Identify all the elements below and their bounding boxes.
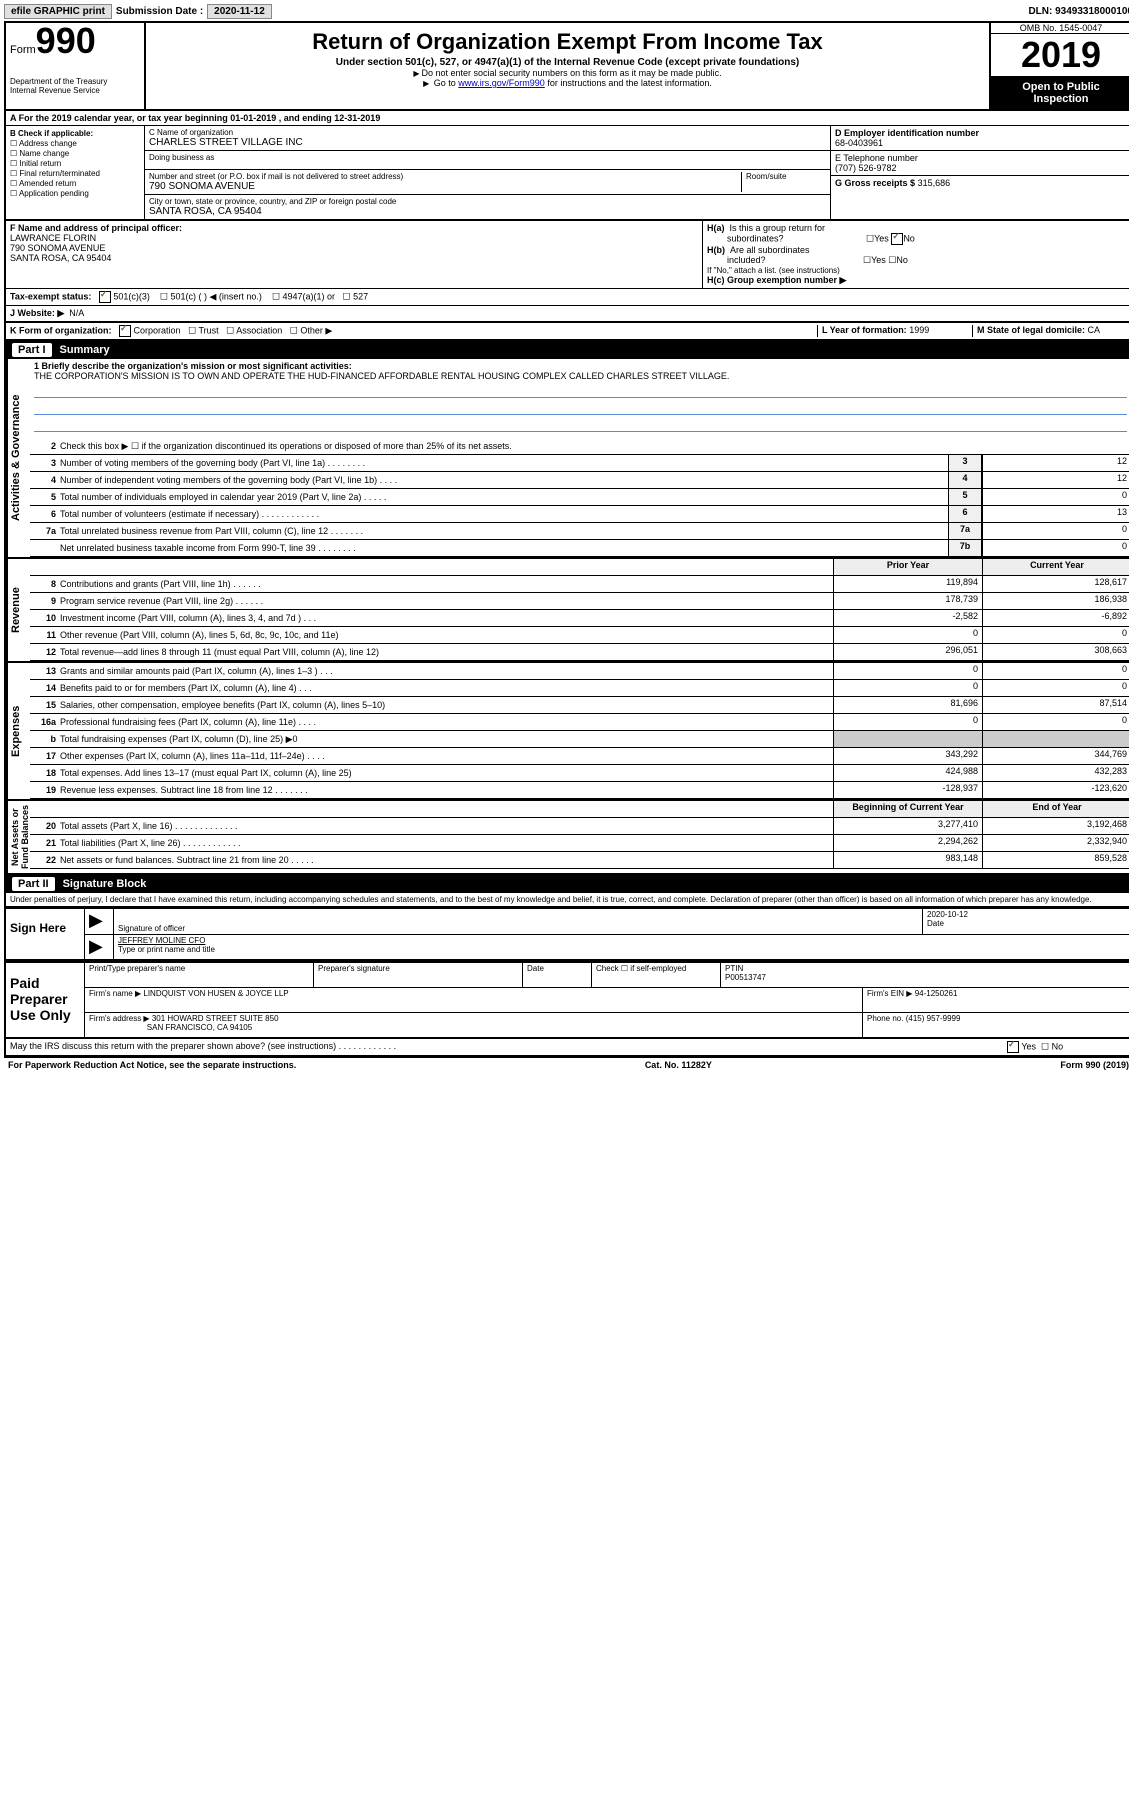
governance-section: Activities & Governance 1 Briefly descri…: [6, 359, 1129, 559]
row-fgh: F Name and address of principal officer:…: [6, 221, 1129, 289]
efile-button[interactable]: efile GRAPHIC print: [4, 4, 112, 19]
penalty-text: Under penalties of perjury, I declare th…: [6, 893, 1129, 907]
submission-label: Submission Date :: [116, 6, 203, 17]
discuss-row: May the IRS discuss this return with the…: [6, 1039, 1129, 1056]
table-row: 6Total number of volunteers (estimate if…: [30, 506, 1129, 523]
col-f: F Name and address of principal officer:…: [6, 221, 703, 288]
form-subtitle: Under section 501(c), 527, or 4947(a)(1)…: [150, 57, 985, 68]
table-row: 14Benefits paid to or for members (Part …: [30, 680, 1129, 697]
gross-label: G Gross receipts $: [835, 178, 915, 188]
row-a: A For the 2019 calendar year, or tax yea…: [6, 111, 1129, 126]
table-row: 7aTotal unrelated business revenue from …: [30, 523, 1129, 540]
table-row: bTotal fundraising expenses (Part IX, co…: [30, 731, 1129, 748]
side-expenses: Expenses: [6, 663, 30, 799]
section-bcd: B Check if applicable: ☐ Address change …: [6, 126, 1129, 221]
preparer-block: Paid Preparer Use Only Print/Type prepar…: [6, 961, 1129, 1039]
table-row: 12Total revenue—add lines 8 through 11 (…: [30, 644, 1129, 661]
dln: DLN: 93493318000100: [1028, 6, 1129, 17]
side-governance: Activities & Governance: [6, 359, 30, 557]
page-footer: For Paperwork Reduction Act Notice, see …: [4, 1058, 1129, 1072]
form-container: Form990 Department of the TreasuryIntern…: [4, 21, 1129, 1058]
gross-value: 315,686: [918, 178, 951, 188]
header-left: Form990 Department of the TreasuryIntern…: [6, 23, 146, 109]
org-name-label: C Name of organization: [149, 128, 826, 137]
footer-right: Form 990 (2019): [1060, 1060, 1129, 1070]
table-row: 21Total liabilities (Part X, line 26) . …: [30, 835, 1129, 852]
top-toolbar: efile GRAPHIC print Submission Date : 20…: [4, 4, 1129, 19]
note-ssn: Do not enter social security numbers on …: [150, 68, 985, 78]
checkbox-discuss-yes[interactable]: [1007, 1041, 1019, 1053]
form-title: Return of Organization Exempt From Incom…: [150, 29, 985, 55]
table-row: 13Grants and similar amounts paid (Part …: [30, 663, 1129, 680]
omb-number: OMB No. 1545-0047: [991, 23, 1129, 33]
note-link: Go to www.irs.gov/Form990 for instructio…: [150, 78, 985, 88]
city-label: City or town, state or province, country…: [149, 197, 826, 206]
room-label: Room/suite: [746, 172, 826, 181]
inspection-badge: Open to Public Inspection: [991, 77, 1129, 109]
netassets-header: Beginning of Current Year End of Year: [30, 801, 1129, 818]
ein-value: 68-0403961: [835, 138, 1127, 148]
mission-text: THE CORPORATION'S MISSION IS TO OWN AND …: [34, 371, 1127, 381]
addr-label: Number and street (or P.O. box if mail i…: [149, 172, 741, 181]
row-klm: K Form of organization: Corporation ☐ Tr…: [6, 323, 1129, 341]
form-header: Form990 Department of the TreasuryIntern…: [6, 23, 1129, 111]
table-row: 10Investment income (Part VIII, column (…: [30, 610, 1129, 627]
table-row: 11Other revenue (Part VIII, column (A), …: [30, 627, 1129, 644]
row-i: Tax-exempt status: 501(c)(3) ☐ 501(c) ( …: [6, 289, 1129, 306]
org-name: CHARLES STREET VILLAGE INC: [149, 137, 826, 148]
sign-here-block: Sign Here ▶ Signature of officer 2020-10…: [6, 907, 1129, 961]
side-revenue: Revenue: [6, 559, 30, 661]
checkbox-no[interactable]: [891, 233, 903, 245]
street-address: 790 SONOMA AVENUE: [149, 181, 741, 192]
checkbox-corp[interactable]: [119, 325, 131, 337]
table-row: 5Total number of individuals employed in…: [30, 489, 1129, 506]
col-b: B Check if applicable: ☐ Address change …: [6, 126, 145, 219]
phone-label: E Telephone number: [835, 153, 1127, 163]
mission-block: 1 Briefly describe the organization's mi…: [30, 359, 1129, 438]
header-right: OMB No. 1545-0047 2019 Open to Public In…: [989, 23, 1129, 109]
table-row: Net unrelated business taxable income fr…: [30, 540, 1129, 557]
submission-date: 2020-11-12: [207, 4, 272, 19]
table-row: 22Net assets or fund balances. Subtract …: [30, 852, 1129, 869]
table-row: 18Total expenses. Add lines 13–17 (must …: [30, 765, 1129, 782]
table-row: 4Number of independent voting members of…: [30, 472, 1129, 489]
phone-value: (707) 526-9782: [835, 163, 1127, 173]
header-center: Return of Organization Exempt From Incom…: [146, 23, 989, 109]
ein-label: D Employer identification number: [835, 128, 1127, 138]
part1-header: Part ISummary: [6, 341, 1129, 359]
revenue-section: Revenue Prior Year Current Year 8Contrib…: [6, 559, 1129, 663]
footer-left: For Paperwork Reduction Act Notice, see …: [8, 1060, 296, 1070]
table-row: 3Number of voting members of the governi…: [30, 455, 1129, 472]
footer-center: Cat. No. 11282Y: [645, 1060, 712, 1070]
table-row: 9Program service revenue (Part VIII, lin…: [30, 593, 1129, 610]
row-j: J Website: ▶ N/A: [6, 306, 1129, 323]
col-h: H(a) Is this a group return for subordin…: [703, 221, 1129, 288]
dba-label: Doing business as: [149, 153, 826, 162]
part2-header: Part IISignature Block: [6, 875, 1129, 893]
table-row: 15Salaries, other compensation, employee…: [30, 697, 1129, 714]
table-row: 17Other expenses (Part IX, column (A), l…: [30, 748, 1129, 765]
expenses-section: Expenses 13Grants and similar amounts pa…: [6, 663, 1129, 801]
preparer-label: Paid Preparer Use Only: [6, 963, 85, 1037]
netassets-section: Net Assets orFund Balances Beginning of …: [6, 801, 1129, 875]
irs-link[interactable]: www.irs.gov/Form990: [458, 78, 545, 88]
checkbox-501c3[interactable]: [99, 291, 111, 303]
col-deg: D Employer identification number 68-0403…: [830, 126, 1129, 219]
table-row: 16aProfessional fundraising fees (Part I…: [30, 714, 1129, 731]
sign-here-label: Sign Here: [6, 909, 85, 959]
side-netassets: Net Assets orFund Balances: [6, 801, 30, 873]
revenue-header: Prior Year Current Year: [30, 559, 1129, 576]
table-row: 8Contributions and grants (Part VIII, li…: [30, 576, 1129, 593]
tax-year: 2019: [991, 33, 1129, 77]
dept-label: Department of the TreasuryInternal Reven…: [10, 77, 140, 95]
table-row: 19Revenue less expenses. Subtract line 1…: [30, 782, 1129, 799]
table-row: 20Total assets (Part X, line 16) . . . .…: [30, 818, 1129, 835]
city-state-zip: SANTA ROSA, CA 95404: [149, 206, 826, 217]
col-c: C Name of organization CHARLES STREET VI…: [145, 126, 830, 219]
